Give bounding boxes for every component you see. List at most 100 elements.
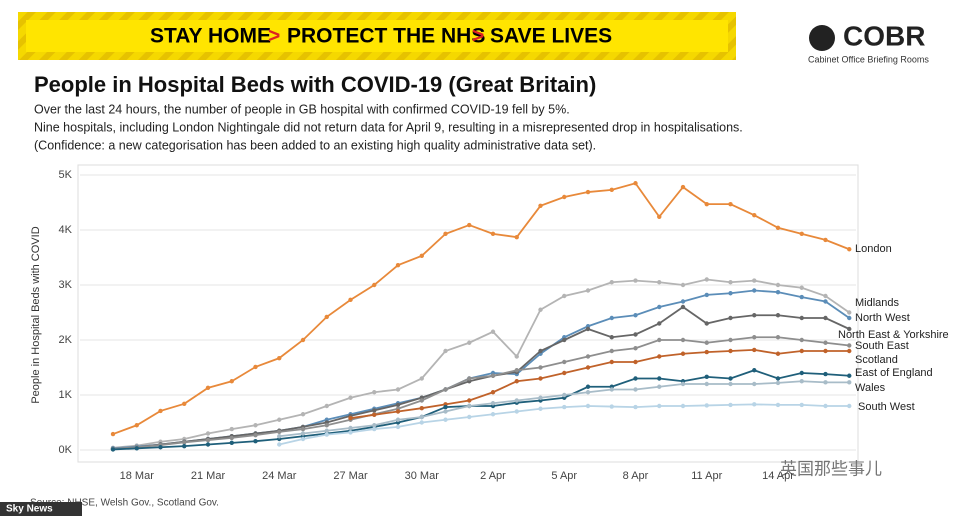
series-line: [112, 369, 850, 451]
data-point: [609, 387, 614, 392]
data-point: [823, 237, 828, 243]
data-point: [134, 423, 139, 428]
data-point: [300, 412, 306, 417]
data-point: [182, 401, 187, 406]
data-point: [633, 404, 638, 410]
data-point: [823, 299, 828, 304]
data-point: [372, 282, 377, 288]
data-point: [680, 381, 686, 387]
x-tick-label: 8 Apr: [623, 470, 649, 482]
x-tick-label: 11 Apr: [691, 470, 722, 482]
data-point: [229, 435, 234, 441]
data-point: [467, 403, 472, 409]
data-point: [657, 337, 662, 343]
data-point: [467, 398, 472, 403]
data-point: [395, 409, 401, 414]
data-point: [490, 412, 496, 417]
x-tick-label: 5 Apr: [551, 470, 577, 482]
data-point: [562, 337, 567, 343]
data-point: [372, 412, 377, 417]
subtitle: Nine hospitals, including London Nightin…: [34, 120, 743, 134]
y-tick-label: 5K: [59, 169, 73, 181]
data-point: [799, 294, 804, 300]
data-point: [704, 349, 709, 355]
series-line: [112, 305, 850, 450]
data-point: [847, 380, 852, 385]
data-point: [205, 442, 211, 447]
series-line: [112, 278, 850, 449]
data-point: [134, 446, 139, 451]
data-point: [253, 432, 258, 438]
data-point: [514, 379, 519, 384]
data-point: [467, 376, 472, 381]
data-point: [514, 234, 519, 240]
data-point: [752, 288, 757, 293]
data-point: [538, 376, 543, 381]
data-point: [419, 253, 424, 259]
data-point: [823, 340, 828, 345]
series-label: East of England: [855, 367, 933, 379]
data-point: [633, 376, 638, 381]
plot-frame: [77, 164, 859, 463]
banner-sep: >: [268, 25, 280, 48]
data-point: [538, 307, 543, 312]
data-point: [704, 292, 709, 298]
y-tick-label: 1K: [59, 389, 73, 401]
data-point: [752, 335, 757, 340]
data-point: [657, 376, 662, 381]
data-point: [775, 282, 781, 288]
data-point: [372, 423, 377, 428]
data-point: [277, 355, 282, 361]
data-point: [728, 381, 733, 387]
data-point: [847, 343, 852, 348]
data-point: [633, 346, 638, 351]
data-point: [585, 189, 591, 195]
data-point: [182, 440, 187, 445]
data-point: [704, 321, 709, 326]
data-point: [752, 402, 757, 407]
data-point: [799, 337, 804, 343]
data-point: [395, 424, 401, 430]
data-point: [300, 436, 306, 442]
data-point: [847, 310, 852, 315]
data-point: [277, 429, 282, 435]
data-point: [633, 313, 638, 318]
series-line: [350, 348, 850, 419]
data-point: [728, 402, 733, 408]
data-point: [467, 222, 472, 228]
data-point: [229, 379, 234, 384]
data-point: [372, 408, 377, 413]
data-point: [728, 201, 733, 207]
data-point: [538, 203, 543, 208]
series-label: South West: [858, 401, 915, 413]
data-point: [277, 434, 282, 439]
data-point: [324, 432, 329, 437]
data-point: [395, 263, 401, 268]
data-point: [443, 231, 448, 237]
data-point: [182, 443, 187, 449]
data-point: [514, 409, 519, 414]
data-point: [277, 417, 282, 422]
broadcaster: Sky News: [6, 504, 53, 515]
data-point: [585, 365, 591, 370]
data-point: [728, 376, 733, 381]
data-point: [419, 376, 424, 381]
data-point: [443, 387, 448, 392]
series-label: Midlands: [855, 297, 900, 309]
data-point: [585, 326, 591, 332]
data-point: [585, 384, 591, 389]
data-point: [348, 297, 353, 303]
data-point: [514, 368, 519, 373]
data-point: [799, 402, 804, 408]
broadcaster-bar: [0, 502, 82, 516]
data-point: [467, 340, 472, 345]
data-point: [704, 403, 709, 408]
data-point: [538, 406, 543, 411]
data-point: [799, 285, 804, 290]
data-point: [609, 315, 614, 321]
data-point: [799, 348, 804, 354]
subtitle: (Confidence: a new categorisation has be…: [34, 138, 596, 152]
data-point: [348, 415, 353, 421]
data-point: [680, 304, 686, 310]
